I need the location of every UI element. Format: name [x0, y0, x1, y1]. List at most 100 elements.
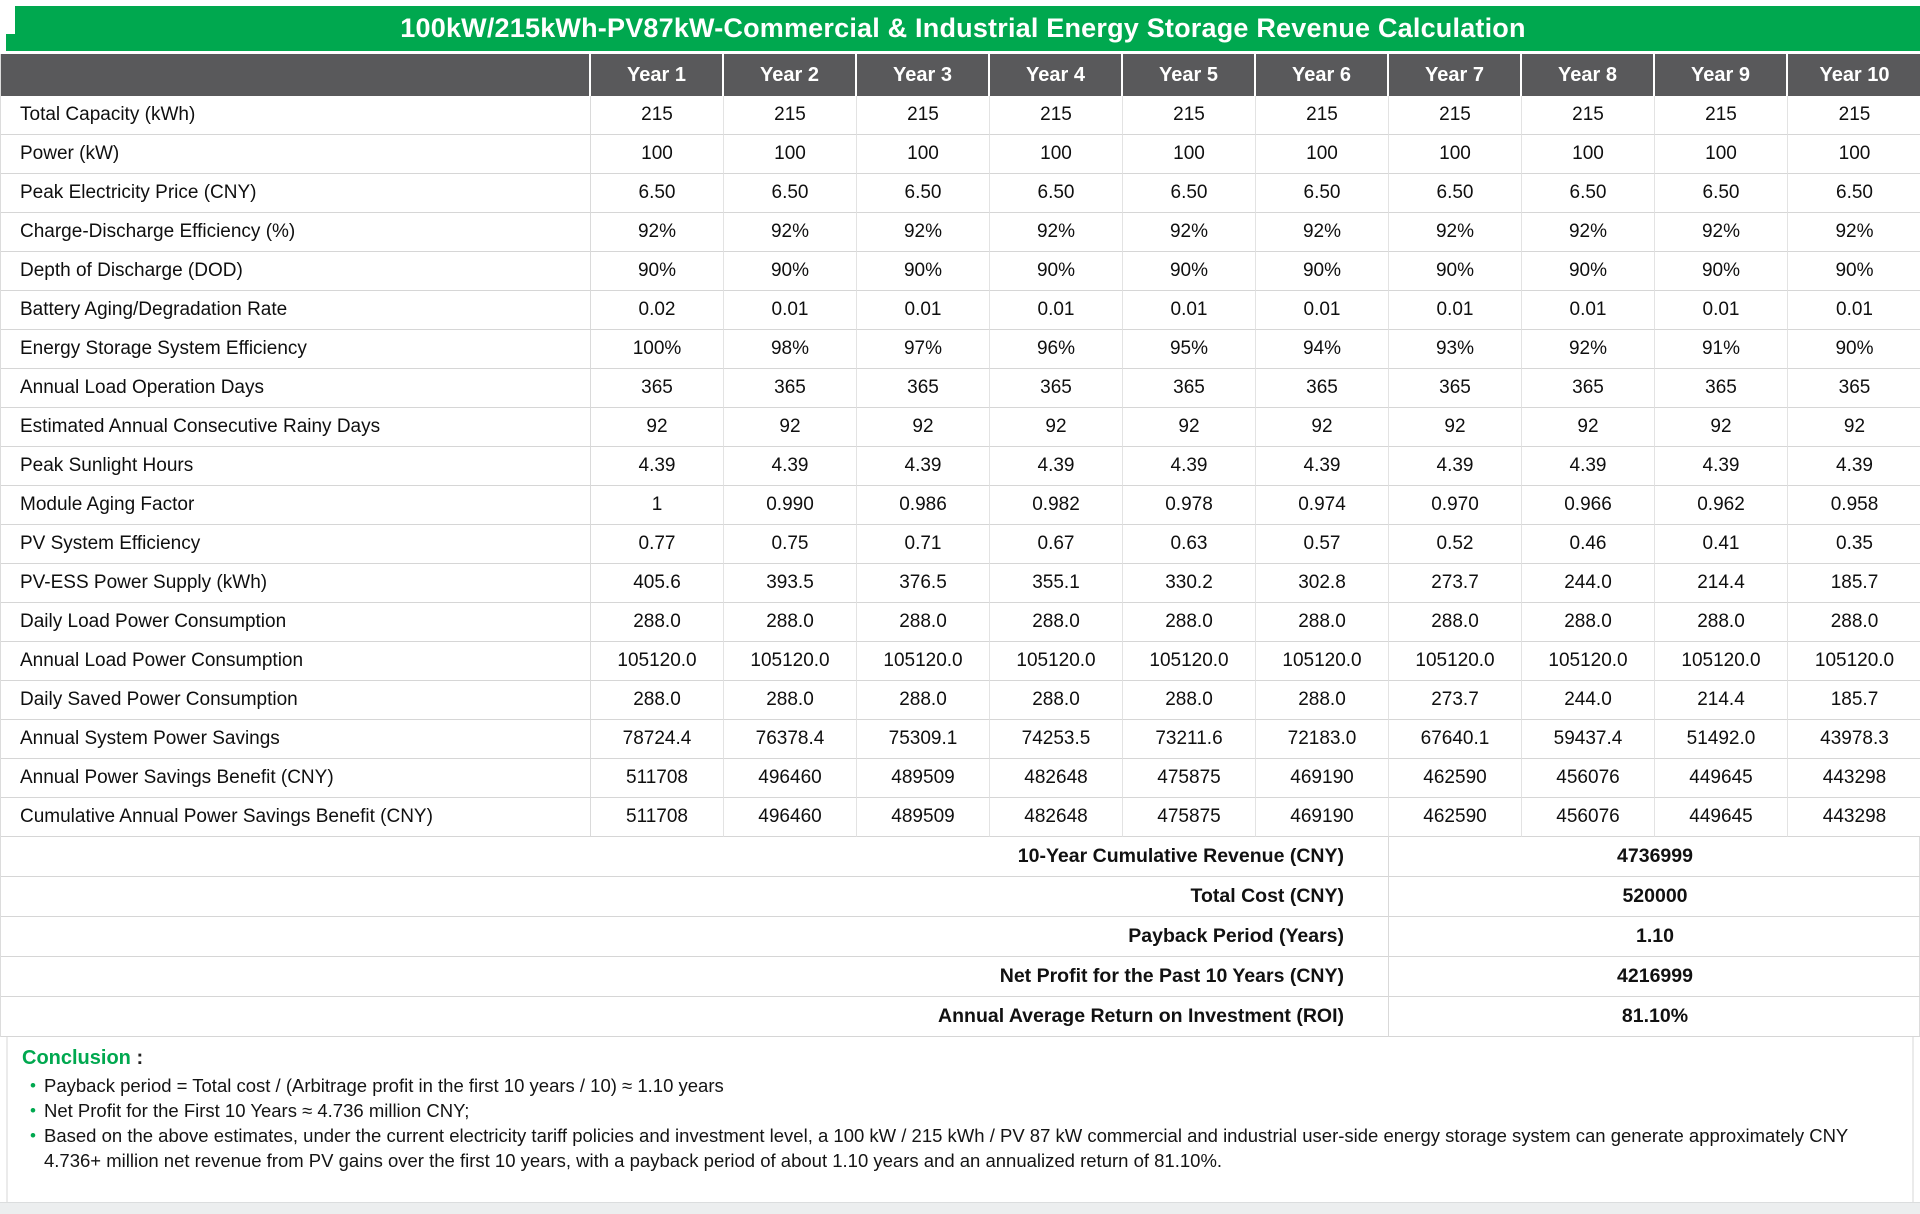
data-cell: 6.50: [1123, 174, 1256, 213]
year-header-9: Year 9: [1655, 54, 1788, 96]
bullet-text: Net Profit for the First 10 Years ≈ 4.73…: [44, 1100, 470, 1121]
data-cell: 288.0: [591, 603, 724, 642]
row-label: Total Capacity (kWh): [1, 96, 591, 135]
bullet-icon: •: [30, 1101, 36, 1120]
data-cell: 94%: [1256, 330, 1389, 369]
year-header-5: Year 5: [1123, 54, 1256, 96]
data-cell: 92%: [1256, 213, 1389, 252]
conclusion-bullet: • Net Profit for the First 10 Years ≈ 4.7…: [22, 1098, 1886, 1123]
data-cell: 185.7: [1788, 564, 1920, 603]
row-label: Annual Power Savings Benefit (CNY): [1, 759, 591, 798]
data-cell: 376.5: [857, 564, 990, 603]
conclusion-bullet-list: • Payback period = Total cost / (Arbitrag…: [22, 1073, 1886, 1173]
data-cell: 0.01: [1522, 291, 1655, 330]
data-cell: 6.50: [990, 174, 1123, 213]
bullet-icon: •: [30, 1076, 36, 1095]
data-cell: 215: [1389, 96, 1522, 135]
data-cell: 92%: [1788, 213, 1920, 252]
data-cell: 105120.0: [1522, 642, 1655, 681]
data-cell: 51492.0: [1655, 720, 1788, 759]
data-cell: 98%: [724, 330, 857, 369]
data-cell: 92: [1123, 408, 1256, 447]
data-cell: 0.52: [1389, 525, 1522, 564]
conclusion-section: Conclusion : • Payback period = Total cos…: [6, 1037, 1914, 1202]
data-cell: 91%: [1655, 330, 1788, 369]
conclusion-bullet: • Payback period = Total cost / (Arbitrag…: [22, 1073, 1886, 1098]
summary-label: 10-Year Cumulative Revenue (CNY): [1, 837, 1389, 877]
conclusion-bullet: • Based on the above estimates, under the…: [22, 1123, 1886, 1173]
data-cell: 0.57: [1256, 525, 1389, 564]
data-cell: 365: [1522, 369, 1655, 408]
data-cell: 92: [990, 408, 1123, 447]
row-label: Power (kW): [1, 135, 591, 174]
year-header-1: Year 1: [591, 54, 724, 96]
data-cell: 90%: [724, 252, 857, 291]
data-cell: 0.962: [1655, 486, 1788, 525]
data-cell: 489509: [857, 759, 990, 798]
data-cell: 67640.1: [1389, 720, 1522, 759]
data-cell: 215: [1256, 96, 1389, 135]
data-cell: 273.7: [1389, 564, 1522, 603]
data-cell: 73211.6: [1123, 720, 1256, 759]
revenue-table: Year 1 Year 2 Year 3 Year 4 Year 5 Year 6 Year…: [0, 54, 1920, 837]
row-label: Battery Aging/Degradation Rate: [1, 291, 591, 330]
data-cell: 4.39: [591, 447, 724, 486]
data-cell: 288.0: [1123, 603, 1256, 642]
data-cell: 365: [1788, 369, 1920, 408]
data-cell: 92%: [591, 213, 724, 252]
data-cell: 93%: [1389, 330, 1522, 369]
summary-table: 10-Year Cumulative Revenue (CNY) 4736999 T…: [0, 837, 1920, 1037]
data-cell: 215: [591, 96, 724, 135]
data-cell: 273.7: [1389, 681, 1522, 720]
data-cell: 405.6: [591, 564, 724, 603]
bullet-icon: •: [30, 1126, 36, 1145]
row-label: Charge-Discharge Efficiency (%): [1, 213, 591, 252]
data-cell: 365: [591, 369, 724, 408]
data-cell: 4.39: [1256, 447, 1389, 486]
data-cell: 92%: [1123, 213, 1256, 252]
data-cell: 90%: [1522, 252, 1655, 291]
data-cell: 105120.0: [1123, 642, 1256, 681]
data-cell: 462590: [1389, 798, 1522, 837]
year-header-3: Year 3: [857, 54, 990, 96]
footer-strip: [0, 1202, 1920, 1214]
data-cell: 6.50: [857, 174, 990, 213]
data-cell: 92: [857, 408, 990, 447]
data-cell: 4.39: [1389, 447, 1522, 486]
data-cell: 456076: [1522, 759, 1655, 798]
year-header-4: Year 4: [990, 54, 1123, 96]
data-cell: 365: [1256, 369, 1389, 408]
data-cell: 0.77: [591, 525, 724, 564]
title-bar: 100kW/215kWh-PV87kW-Commercial & Industr…: [6, 6, 1920, 51]
data-cell: 0.01: [1389, 291, 1522, 330]
data-cell: 90%: [1788, 330, 1920, 369]
summary-label: Payback Period (Years): [1, 917, 1389, 957]
data-cell: 105120.0: [1256, 642, 1389, 681]
data-cell: 288.0: [857, 603, 990, 642]
data-cell: 100: [1655, 135, 1788, 174]
data-cell: 76378.4: [724, 720, 857, 759]
data-cell: 0.02: [591, 291, 724, 330]
data-cell: 90%: [591, 252, 724, 291]
data-cell: 215: [857, 96, 990, 135]
data-cell: 100: [724, 135, 857, 174]
data-cell: 462590: [1389, 759, 1522, 798]
data-cell: 365: [857, 369, 990, 408]
data-cell: 0.970: [1389, 486, 1522, 525]
data-cell: 92: [591, 408, 724, 447]
summary-value: 4736999: [1389, 837, 1920, 877]
data-cell: 215: [1123, 96, 1256, 135]
data-cell: 105120.0: [1655, 642, 1788, 681]
data-cell: 469190: [1256, 759, 1389, 798]
data-cell: 105120.0: [857, 642, 990, 681]
data-cell: 215: [1788, 96, 1920, 135]
data-cell: 469190: [1256, 798, 1389, 837]
data-cell: 185.7: [1788, 681, 1920, 720]
data-cell: 288.0: [1256, 681, 1389, 720]
data-cell: 105120.0: [1788, 642, 1920, 681]
data-cell: 90%: [1655, 252, 1788, 291]
data-cell: 75309.1: [857, 720, 990, 759]
data-cell: 244.0: [1522, 564, 1655, 603]
row-label: Daily Load Power Consumption: [1, 603, 591, 642]
